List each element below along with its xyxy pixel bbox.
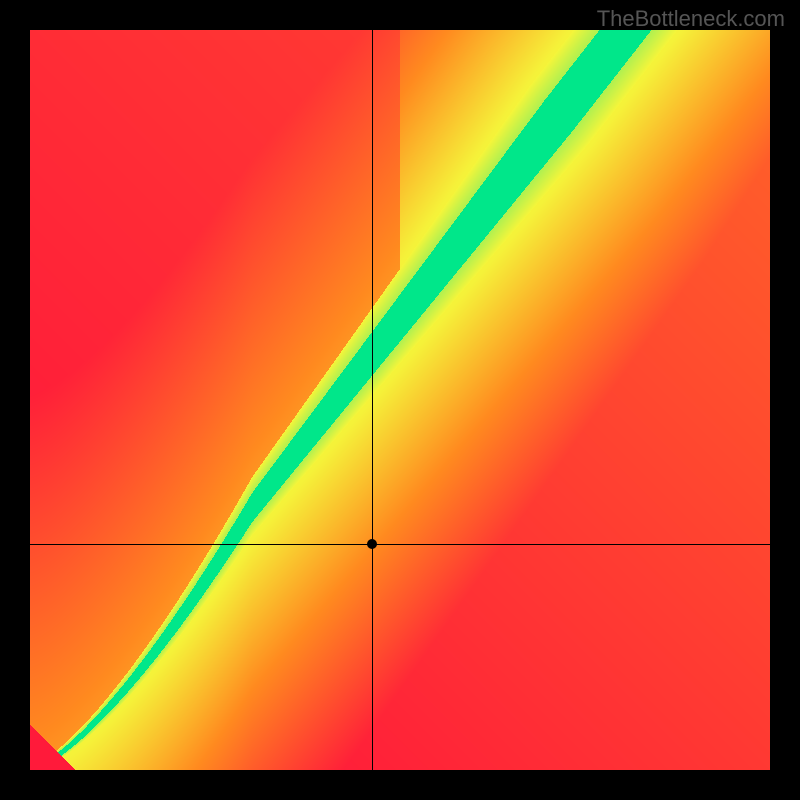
bottleneck-heatmap <box>30 30 770 770</box>
plot-area <box>30 30 770 770</box>
chart-container: TheBottleneck.com <box>0 0 800 800</box>
watermark-label: TheBottleneck.com <box>597 6 785 32</box>
crosshair-vertical-line <box>372 30 373 770</box>
selection-dot[interactable] <box>367 539 377 549</box>
crosshair-horizontal-line <box>30 544 770 545</box>
